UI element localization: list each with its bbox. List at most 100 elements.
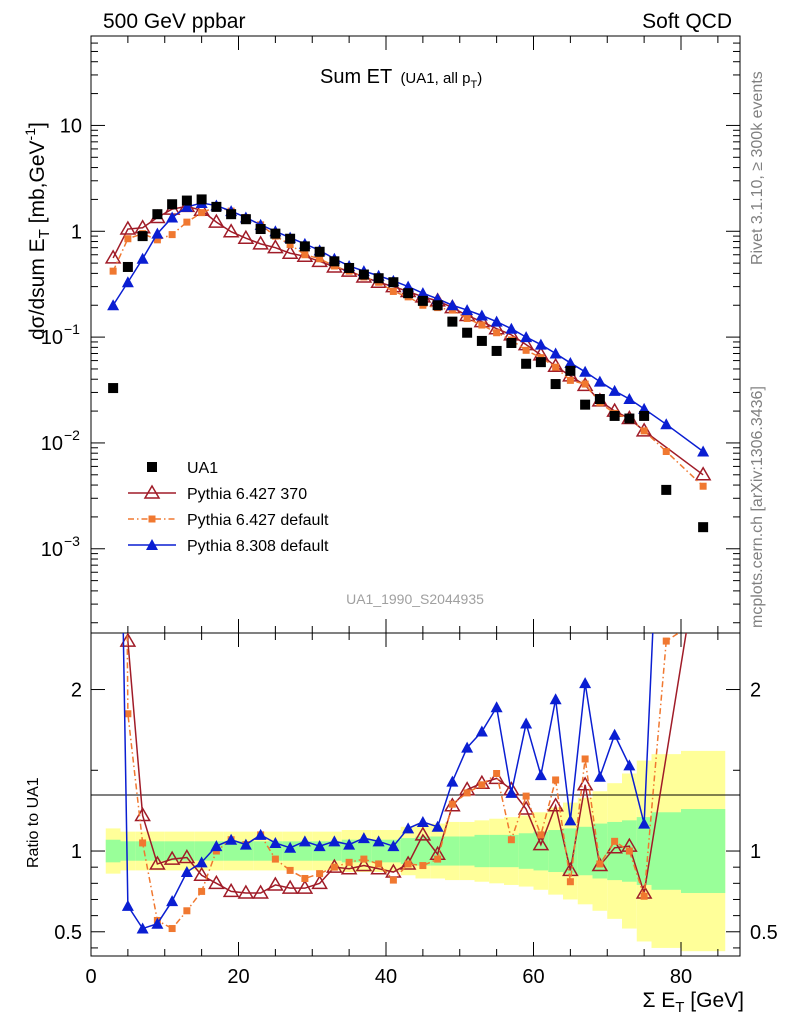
marker-square [521,358,532,369]
marker-square [373,273,384,284]
marker-open-triangle [104,249,122,264]
green-band [548,830,563,873]
y-tick-label-top: 1 [71,221,82,243]
y-tick-label-top: 10 [60,115,82,137]
marker-square [698,522,709,533]
marker-triangle [343,838,356,850]
x-label-sub: T [675,999,684,1016]
marker-open-triangle [222,882,240,898]
marker-square [463,789,471,797]
plot-title-sub: (UA1, all p [400,70,470,87]
series-line [112,205,704,476]
marker-square [299,241,310,252]
marker-open-triangle [532,836,550,851]
ratio-y-tick-label: 2 [71,680,82,702]
marker-square [388,277,399,288]
marker-triangle [180,866,193,878]
x-axis-label: Σ ET [GeV] [642,989,744,1016]
marker-square [552,776,560,784]
marker-square [662,448,670,456]
rivet-label: Rivet 3.1.10, ≥ 300k events [749,71,766,265]
marker-square [661,484,672,495]
marker-square [168,925,176,933]
marker-triangle [534,769,547,781]
green-band [223,841,239,861]
marker-triangle [461,741,474,753]
marker-triangle [254,828,267,840]
legend-label: UA1 [187,460,218,477]
marker-square [168,231,176,239]
marker-triangle [520,717,533,729]
marker-triangle [520,331,533,343]
marker-open-triangle [193,866,210,881]
green-band [651,812,681,890]
marker-triangle [372,835,385,847]
green-band [518,833,534,869]
marker-square [552,363,560,371]
marker-open-triangle [163,850,181,865]
marker-triangle [608,728,621,740]
x-label-unit: [GeV] [684,989,744,1012]
x-label-main: Σ E [642,989,675,1012]
marker-square [463,314,471,322]
marker-open-triangle [222,223,240,238]
green-band [253,841,268,861]
marker-square [491,345,502,356]
y-tick-label-top: 10 [41,327,63,349]
green-band [504,834,519,868]
marker-open-triangle [149,855,166,870]
marker-square [196,194,207,205]
marker-triangle [180,200,193,212]
green-band [607,821,622,881]
marker-square [314,246,325,257]
marker-square [447,316,458,327]
marker-square [286,866,294,874]
marker-open-triangle [311,874,328,890]
marker-open-triangle [370,860,387,875]
plot-title-sub-close: ) [477,70,482,87]
marker-triangle [623,393,636,405]
marker-square [432,300,443,311]
marker-triangle [151,227,164,239]
marker-open-triangle [296,879,314,894]
marker-open-triangle [237,884,255,899]
marker-triangle [697,445,710,457]
marker-square [434,855,442,863]
marker-open-triangle [267,239,284,254]
marker-triangle [623,759,636,771]
marker-triangle [416,815,429,827]
marker-triangle [298,835,311,847]
marker-triangle [579,677,592,689]
marker-triangle [239,838,252,850]
legend-label: Pythia 6.427 370 [187,486,307,503]
ratio-y-tick-label-right: 0.5 [750,922,778,944]
marker-square [594,394,605,405]
marker-open-triangle [562,861,579,877]
y-tick-label-top-exp: −2 [64,427,80,443]
marker-square [522,792,530,800]
marker-triangle [416,287,429,299]
marker-square [124,710,132,718]
marker-open-triangle [694,466,712,481]
marker-triangle [593,770,606,782]
marker-square [522,346,530,354]
mcplots-label: mcplots.cern.ch [arXiv:1306.3436] [749,386,766,628]
marker-square [625,847,633,855]
marker-square [596,860,604,868]
marker-square [198,887,206,895]
marker-square [417,295,428,306]
marker-square [316,870,324,878]
marker-triangle [505,322,518,334]
marker-square [152,209,163,220]
marker-square [581,755,589,763]
green-band [533,831,549,871]
marker-square [535,357,546,368]
marker-open-triangle [119,633,137,647]
marker-square [699,482,707,490]
axis-ticks [90,35,740,956]
marker-triangle [490,315,503,327]
marker-square [316,255,324,263]
marker-square [566,376,574,384]
